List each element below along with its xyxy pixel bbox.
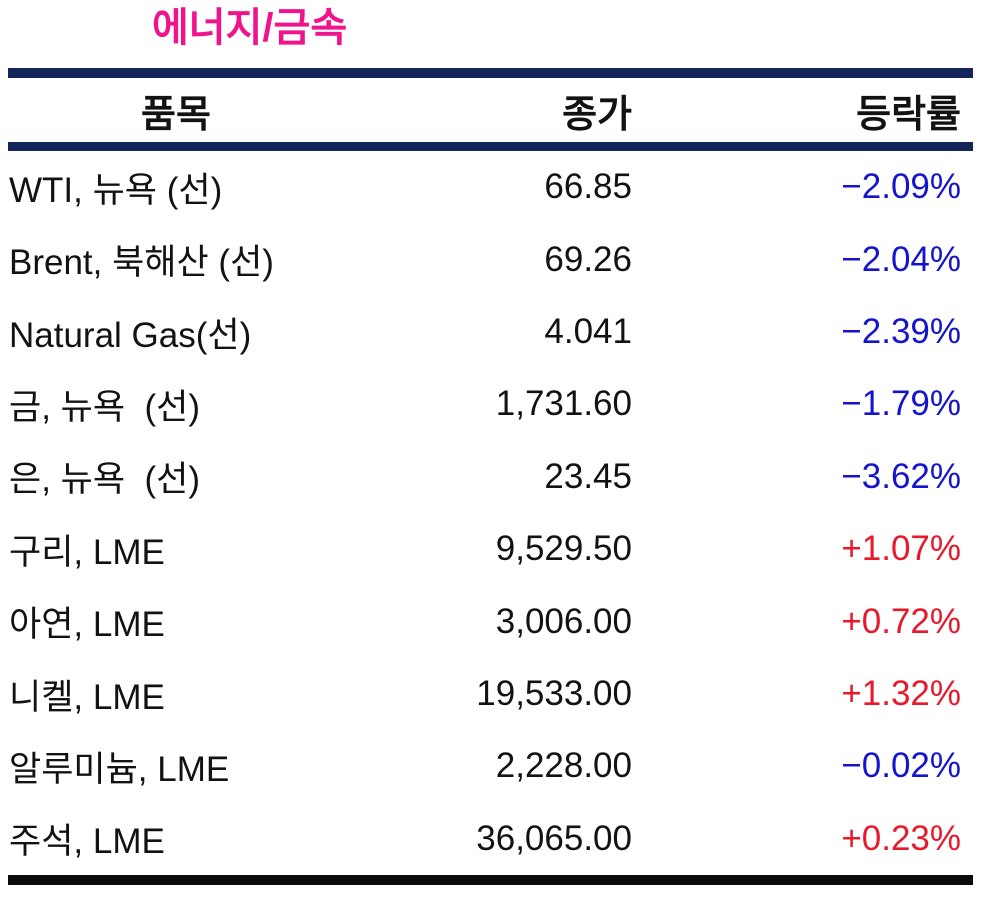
- top-rule: [8, 68, 973, 78]
- table-title: 에너지/금속: [152, 6, 348, 50]
- change-cell: +1.32%: [841, 674, 961, 714]
- close-cell: 69.26: [544, 239, 632, 279]
- table-header-row: 품목 종가 등락률: [0, 78, 981, 142]
- change-cell: −3.62%: [841, 456, 961, 496]
- table-row: 알루미늄, LME 2,228.00 −0.02%: [0, 730, 981, 802]
- change-cell: −2.09%: [841, 167, 961, 207]
- close-cell: 23.45: [544, 456, 632, 496]
- item-cell: 금, 뉴욕 (선): [9, 387, 201, 427]
- table-row: 구리, LME 9,529.50 +1.07%: [0, 513, 981, 585]
- header-close: 종가: [562, 93, 632, 136]
- close-cell: 4.041: [544, 312, 632, 352]
- item-cell: Natural Gas(선): [9, 315, 252, 355]
- close-cell: 36,065.00: [476, 818, 632, 858]
- close-cell: 2,228.00: [495, 746, 632, 786]
- table-row: 금, 뉴욕 (선) 1,731.60 −1.79%: [0, 368, 981, 440]
- item-cell: 주석, LME: [9, 822, 165, 862]
- item-cell: Brent, 북해산 (선): [9, 243, 274, 283]
- table-row: WTI, 뉴욕 (선) 66.85 −2.09%: [0, 151, 981, 223]
- item-cell: 알루미늄, LME: [9, 749, 230, 789]
- table-row: 은, 뉴욕 (선) 23.45 −3.62%: [0, 441, 981, 513]
- item-cell: 구리, LME: [9, 532, 165, 572]
- item-cell: 은, 뉴욕 (선): [9, 460, 201, 500]
- table-row: 주석, LME 36,065.00 +0.23%: [0, 803, 981, 875]
- close-cell: 1,731.60: [495, 384, 632, 424]
- item-cell: WTI, 뉴욕 (선): [9, 170, 223, 210]
- item-cell: 아연, LME: [9, 605, 165, 645]
- change-cell: −0.02%: [841, 746, 961, 786]
- table-row: Brent, 북해산 (선) 69.26 −2.04%: [0, 223, 981, 295]
- table-rows: WTI, 뉴욕 (선) 66.85 −2.09% Brent, 북해산 (선) …: [0, 151, 981, 875]
- change-cell: −1.79%: [841, 384, 961, 424]
- change-cell: −2.39%: [841, 312, 961, 352]
- item-cell: 니켈, LME: [9, 677, 165, 717]
- close-cell: 3,006.00: [495, 601, 632, 641]
- bottom-rule: [8, 875, 973, 885]
- close-cell: 9,529.50: [495, 529, 632, 569]
- change-cell: −2.04%: [841, 239, 961, 279]
- change-cell: +0.72%: [841, 601, 961, 641]
- change-cell: +0.23%: [841, 818, 961, 858]
- table-row: 니켈, LME 19,533.00 +1.32%: [0, 658, 981, 730]
- close-cell: 19,533.00: [476, 674, 632, 714]
- header-change: 등락률: [856, 93, 961, 136]
- header-divider-rule: [8, 142, 973, 151]
- table-row: Natural Gas(선) 4.041 −2.39%: [0, 296, 981, 368]
- header-item: 품목: [141, 93, 211, 136]
- close-cell: 66.85: [544, 167, 632, 207]
- table-row: 아연, LME 3,006.00 +0.72%: [0, 585, 981, 657]
- change-cell: +1.07%: [841, 529, 961, 569]
